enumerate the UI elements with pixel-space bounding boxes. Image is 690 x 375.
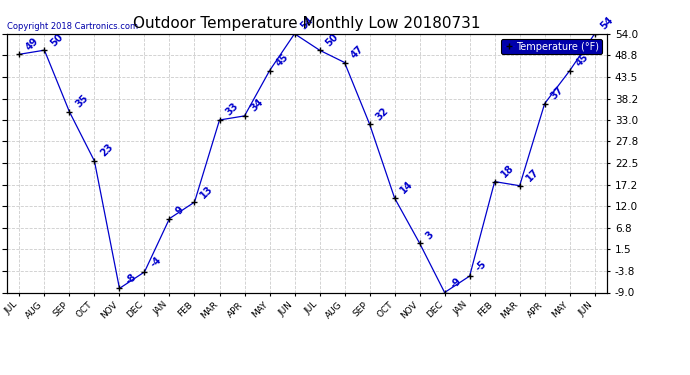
Text: 47: 47 — [348, 44, 365, 60]
Text: 32: 32 — [374, 105, 391, 122]
Text: 23: 23 — [99, 142, 115, 159]
Text: 9: 9 — [174, 204, 186, 216]
Legend: Temperature (°F): Temperature (°F) — [501, 39, 602, 54]
Text: -5: -5 — [474, 259, 489, 274]
Text: 33: 33 — [224, 101, 240, 118]
Text: -8: -8 — [124, 272, 139, 286]
Text: 17: 17 — [524, 167, 540, 183]
Text: 49: 49 — [23, 36, 40, 52]
Text: Copyright 2018 Cartronics.com: Copyright 2018 Cartronics.com — [7, 22, 138, 31]
Text: 18: 18 — [499, 163, 515, 180]
Text: 37: 37 — [549, 85, 565, 101]
Text: -4: -4 — [148, 255, 164, 270]
Text: -9: -9 — [448, 276, 464, 290]
Text: 14: 14 — [399, 179, 415, 196]
Title: Outdoor Temperature Monthly Low 20180731: Outdoor Temperature Monthly Low 20180731 — [133, 16, 481, 31]
Text: 45: 45 — [274, 52, 290, 69]
Text: 54: 54 — [599, 15, 615, 32]
Text: 45: 45 — [574, 52, 591, 69]
Text: 50: 50 — [48, 32, 65, 48]
Text: 54: 54 — [299, 15, 315, 32]
Text: 13: 13 — [199, 183, 215, 200]
Text: 35: 35 — [74, 93, 90, 110]
Text: 50: 50 — [324, 32, 340, 48]
Text: 34: 34 — [248, 97, 265, 114]
Text: 3: 3 — [424, 229, 435, 241]
